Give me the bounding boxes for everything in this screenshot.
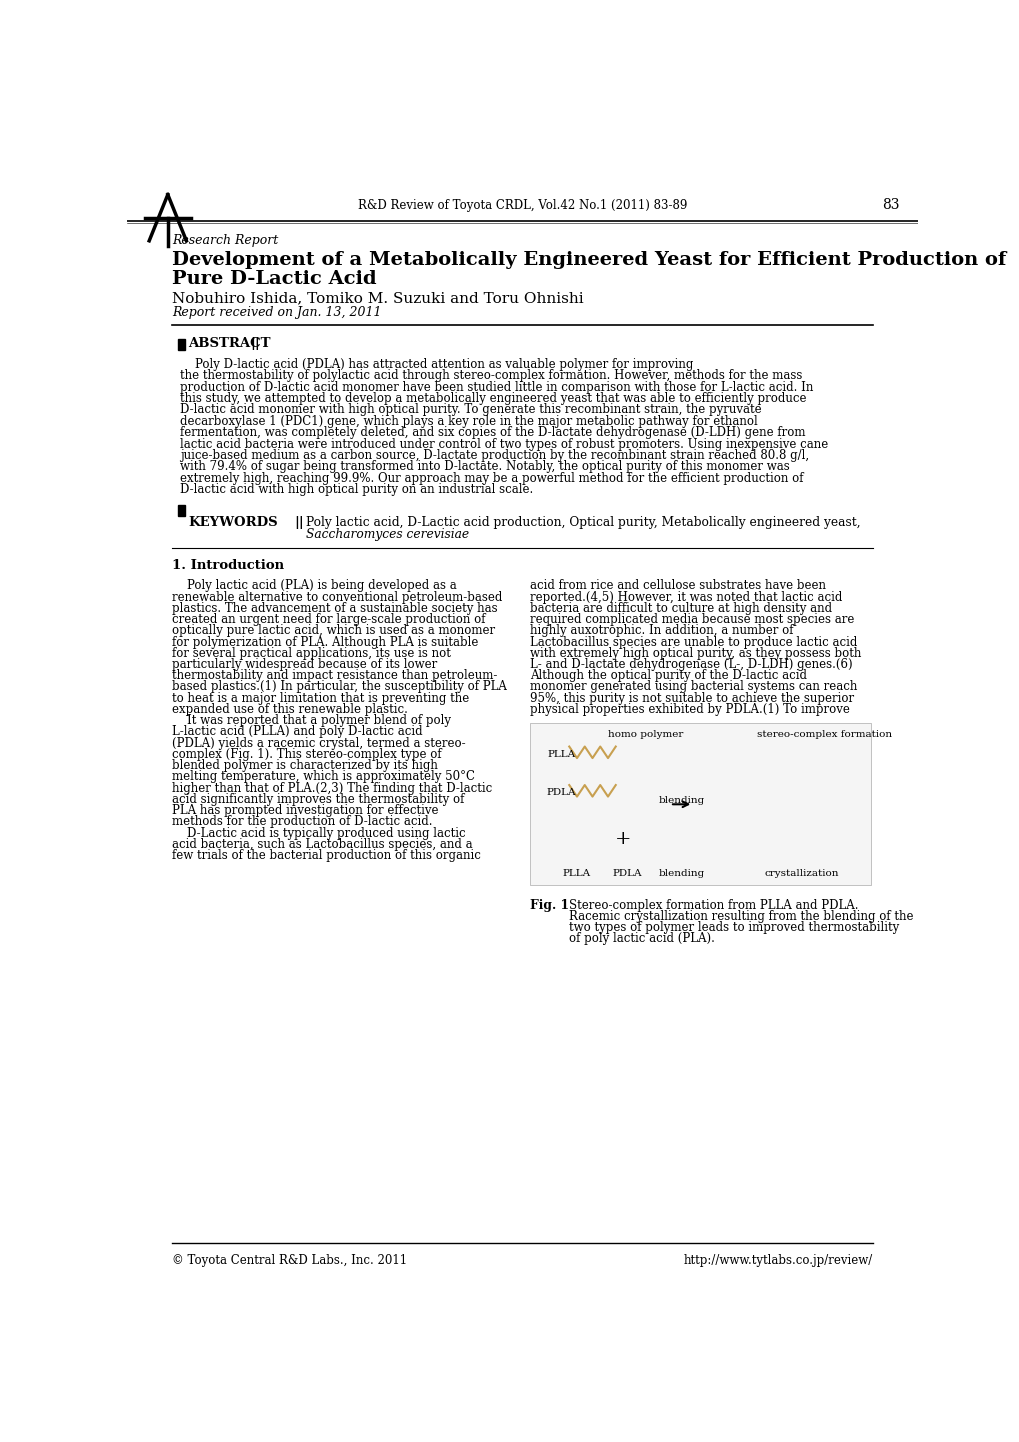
Text: fermentation, was completely deleted, and six copies of the D-lactate dehydrogen: fermentation, was completely deleted, an… — [180, 427, 805, 440]
Text: two types of polymer leads to improved thermostability: two types of polymer leads to improved t… — [569, 921, 899, 934]
Bar — [177, 339, 184, 350]
Text: juice-based medium as a carbon source, D-lactate production by the recombinant s: juice-based medium as a carbon source, D… — [180, 448, 808, 461]
Text: highly auxotrophic. In addition, a number of: highly auxotrophic. In addition, a numbe… — [530, 624, 793, 637]
Text: http://www.tytlabs.co.jp/review/: http://www.tytlabs.co.jp/review/ — [683, 1253, 872, 1266]
Text: optically pure lactic acid, which is used as a monomer: optically pure lactic acid, which is use… — [172, 624, 495, 637]
Text: extremely high, reaching 99.9%. Our approach may be a powerful method for the ef: extremely high, reaching 99.9%. Our appr… — [180, 472, 803, 485]
Text: stereo-complex formation: stereo-complex formation — [757, 730, 892, 738]
Text: homo polymer: homo polymer — [607, 730, 682, 738]
Text: D-lactic acid monomer with high optical purity. To generate this recombinant str: D-lactic acid monomer with high optical … — [180, 404, 761, 417]
Text: PLA has prompted investigation for effective: PLA has prompted investigation for effec… — [172, 805, 438, 818]
Text: acid from rice and cellulose substrates have been: acid from rice and cellulose substrates … — [530, 580, 825, 593]
Text: 1. Introduction: 1. Introduction — [172, 559, 284, 572]
Text: © Toyota Central R&D Labs., Inc. 2011: © Toyota Central R&D Labs., Inc. 2011 — [172, 1253, 408, 1266]
Bar — [530, 724, 870, 885]
Text: required complicated media because most species are: required complicated media because most … — [530, 613, 854, 626]
Text: KEYWORDS: KEYWORDS — [187, 516, 277, 529]
Text: higher than that of PLA.(2,3) The finding that D-lactic: higher than that of PLA.(2,3) The findin… — [172, 782, 492, 795]
Text: bacteria are difficult to culture at high density and: bacteria are difficult to culture at hig… — [530, 601, 832, 614]
Text: D-lactic acid with high optical purity on an industrial scale.: D-lactic acid with high optical purity o… — [180, 483, 533, 496]
Text: Report received on Jan. 13, 2011: Report received on Jan. 13, 2011 — [172, 306, 381, 319]
Text: physical properties exhibited by PDLA.(1) To improve: physical properties exhibited by PDLA.(1… — [530, 702, 850, 717]
Text: Racemic crystallization resulting from the blending of the: Racemic crystallization resulting from t… — [569, 910, 913, 923]
Text: L-lactic acid (PLLA) and poly D-lactic acid: L-lactic acid (PLLA) and poly D-lactic a… — [172, 725, 423, 738]
Text: particularly widespread because of its lower: particularly widespread because of its l… — [172, 658, 437, 671]
Text: PDLA: PDLA — [612, 870, 642, 878]
Text: complex (Fig. 1). This stereo-complex type of: complex (Fig. 1). This stereo-complex ty… — [172, 748, 441, 761]
Text: ||: || — [250, 337, 260, 350]
Text: Although the optical purity of the D-lactic acid: Although the optical purity of the D-lac… — [530, 669, 807, 682]
Text: for several practical applications, its use is not: for several practical applications, its … — [172, 647, 450, 660]
Text: monomer generated using bacterial systems can reach: monomer generated using bacterial system… — [530, 681, 857, 694]
Text: PDLA: PDLA — [546, 789, 576, 797]
Text: Poly lactic acid (PLA) is being developed as a: Poly lactic acid (PLA) is being develope… — [172, 580, 457, 593]
Text: plastics. The advancement of a sustainable society has: plastics. The advancement of a sustainab… — [172, 601, 497, 614]
Text: Poly D-lactic acid (PDLA) has attracted attention as valuable polymer for improv: Poly D-lactic acid (PDLA) has attracted … — [180, 358, 693, 371]
Text: It was reported that a polymer blend of poly: It was reported that a polymer blend of … — [172, 714, 451, 727]
Text: Development of a Metabolically Engineered Yeast for Efficient Production of: Development of a Metabolically Engineere… — [172, 251, 1006, 270]
Text: 83: 83 — [881, 199, 899, 212]
Text: with extremely high optical purity, as they possess both: with extremely high optical purity, as t… — [530, 647, 861, 660]
Text: ||: || — [293, 516, 304, 529]
Text: Saccharomyces cerevisiae: Saccharomyces cerevisiae — [306, 528, 469, 541]
Text: renewable alternative to conventional petroleum-based: renewable alternative to conventional pe… — [172, 591, 502, 604]
Bar — [177, 505, 184, 516]
Text: PLLA: PLLA — [562, 870, 590, 878]
Text: few trials of the bacterial production of this organic: few trials of the bacterial production o… — [172, 849, 481, 862]
Text: of poly lactic acid (PLA).: of poly lactic acid (PLA). — [569, 933, 714, 946]
Text: Nobuhiro Ishida, Tomiko M. Suzuki and Toru Ohnishi: Nobuhiro Ishida, Tomiko M. Suzuki and To… — [172, 291, 584, 306]
Text: blending: blending — [658, 796, 704, 805]
Text: D-Lactic acid is typically produced using lactic: D-Lactic acid is typically produced usin… — [172, 826, 466, 839]
Text: ABSTRACT: ABSTRACT — [187, 337, 270, 350]
Text: Lactobacillus species are unable to produce lactic acid: Lactobacillus species are unable to prod… — [530, 636, 857, 649]
Text: blending: blending — [658, 870, 704, 878]
Text: melting temperature, which is approximately 50°C: melting temperature, which is approximat… — [172, 770, 475, 783]
Text: expanded use of this renewable plastic.: expanded use of this renewable plastic. — [172, 702, 408, 717]
Text: reported.(4,5) However, it was noted that lactic acid: reported.(4,5) However, it was noted tha… — [530, 591, 842, 604]
Text: lactic acid bacteria were introduced under control of two types of robust promot: lactic acid bacteria were introduced und… — [180, 437, 827, 450]
Text: created an urgent need for large-scale production of: created an urgent need for large-scale p… — [172, 613, 485, 626]
Text: the thermostability of polylactic acid through stereo-complex formation. However: the thermostability of polylactic acid t… — [180, 369, 802, 382]
Text: acid bacteria, such as Lactobacillus species, and a: acid bacteria, such as Lactobacillus spe… — [172, 838, 473, 851]
Text: blended polymer is characterized by its high: blended polymer is characterized by its … — [172, 758, 438, 771]
Text: methods for the production of D-lactic acid.: methods for the production of D-lactic a… — [172, 815, 432, 828]
Text: Stereo-complex formation from PLLA and PDLA.: Stereo-complex formation from PLLA and P… — [569, 898, 858, 911]
Text: based plastics.(1) In particular, the susceptibility of PLA: based plastics.(1) In particular, the su… — [172, 681, 506, 694]
Text: L- and D-lactate dehydrogenase (L-, D-LDH) genes.(6): L- and D-lactate dehydrogenase (L-, D-LD… — [530, 658, 852, 671]
Text: Pure D-Lactic Acid: Pure D-Lactic Acid — [172, 270, 377, 288]
Text: Poly lactic acid, D-Lactic acid production, Optical purity, Metabolically engine: Poly lactic acid, D-Lactic acid producti… — [306, 516, 860, 529]
Text: PLLA: PLLA — [547, 750, 575, 758]
Text: production of D-lactic acid monomer have been studied little in comparison with : production of D-lactic acid monomer have… — [180, 381, 813, 394]
Text: to heat is a major limitation that is preventing the: to heat is a major limitation that is pr… — [172, 692, 469, 705]
Text: acid significantly improves the thermostability of: acid significantly improves the thermost… — [172, 793, 465, 806]
Text: this study, we attempted to develop a metabolically engineered yeast that was ab: this study, we attempted to develop a me… — [180, 392, 806, 405]
Text: Research Report: Research Report — [172, 234, 278, 247]
Text: 95%, this purity is not suitable to achieve the superior: 95%, this purity is not suitable to achi… — [530, 692, 854, 705]
Text: thermostability and impact resistance than petroleum-: thermostability and impact resistance th… — [172, 669, 497, 682]
Text: with 79.4% of sugar being transformed into D-lactate. Notably, the optical purit: with 79.4% of sugar being transformed in… — [180, 460, 789, 473]
Text: crystallization: crystallization — [764, 870, 839, 878]
Text: for polymerization of PLA. Although PLA is suitable: for polymerization of PLA. Although PLA … — [172, 636, 478, 649]
Text: +: + — [614, 831, 631, 848]
Text: (PDLA) yields a racemic crystal, termed a stereo-: (PDLA) yields a racemic crystal, termed … — [172, 737, 466, 750]
Text: R&D Review of Toyota CRDL, Vol.42 No.1 (2011) 83-89: R&D Review of Toyota CRDL, Vol.42 No.1 (… — [358, 199, 687, 212]
Text: Fig. 1: Fig. 1 — [530, 898, 569, 911]
Text: decarboxylase 1 (PDC1) gene, which plays a key role in the major metabolic pathw: decarboxylase 1 (PDC1) gene, which plays… — [180, 415, 757, 428]
